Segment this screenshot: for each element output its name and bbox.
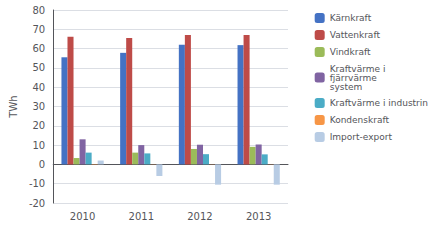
svg-text:TWh: TWh (8, 95, 19, 118)
svg-text:Kondenskraft: Kondenskraft (330, 115, 390, 125)
svg-text:2012: 2012 (187, 211, 212, 222)
svg-text:Vattenkraft: Vattenkraft (330, 30, 381, 40)
svg-text:20: 20 (32, 120, 45, 131)
svg-text:system: system (330, 82, 363, 92)
svg-text:40: 40 (32, 82, 45, 93)
svg-text:Vindkraft: Vindkraft (330, 47, 371, 57)
svg-text:60: 60 (32, 43, 45, 54)
svg-text:0: 0 (39, 159, 45, 170)
svg-text:Import-export: Import-export (330, 132, 393, 142)
svg-text:-10: -10 (29, 178, 45, 189)
svg-text:50: 50 (32, 62, 45, 73)
svg-text:2011: 2011 (129, 211, 154, 222)
svg-text:2013: 2013 (246, 211, 271, 222)
svg-text:-20: -20 (29, 198, 45, 209)
svg-text:Kraftvärme i industrin: Kraftvärme i industrin (330, 98, 428, 108)
svg-text:Kraftvärme i: Kraftvärme i (329, 63, 386, 74)
svg-text:10: 10 (32, 140, 45, 151)
svg-text:2010: 2010 (70, 211, 95, 222)
svg-text:30: 30 (32, 101, 45, 112)
svg-text:fjärrvärme: fjärrvärme (329, 72, 377, 83)
svg-text:80: 80 (32, 5, 45, 16)
svg-text:70: 70 (32, 24, 45, 35)
svg-text:Kärnkraft: Kärnkraft (330, 13, 372, 23)
